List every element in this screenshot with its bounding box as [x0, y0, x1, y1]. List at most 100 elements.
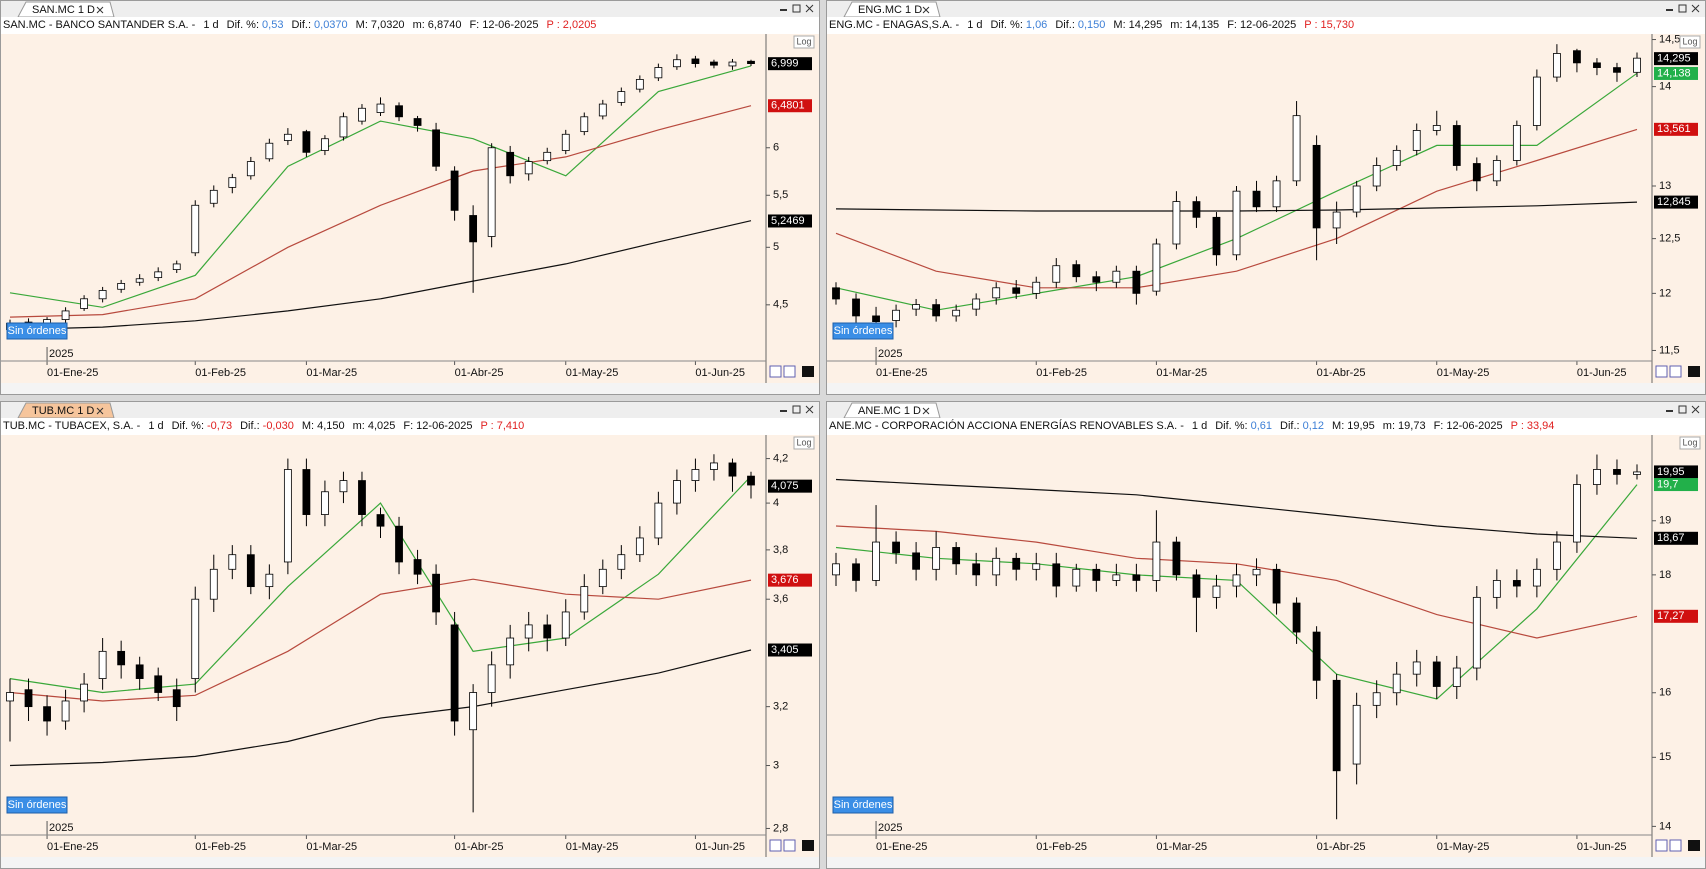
candle-body	[376, 514, 385, 527]
scroll-icon[interactable]	[769, 365, 782, 378]
sin-ordenes-button[interactable]	[832, 796, 894, 814]
candle-body	[1152, 243, 1161, 292]
stat-label: m:	[413, 19, 425, 31]
candle-body	[1172, 201, 1181, 245]
stat-value: 0,0370	[314, 19, 348, 31]
tab-close[interactable]	[96, 6, 104, 14]
price-label-box	[768, 57, 812, 71]
stat-label: Dif. %:	[990, 19, 1022, 31]
y-tick-label: 14,5	[1659, 33, 1680, 45]
candle-body	[1032, 563, 1041, 570]
log-toggle[interactable]	[793, 35, 815, 49]
stat-label: M:	[1113, 19, 1125, 31]
window-maximize[interactable]	[792, 4, 801, 13]
y-tick-label: 14	[1659, 81, 1671, 93]
tab-close[interactable]	[922, 407, 930, 415]
sin-ordenes-button[interactable]	[832, 322, 894, 340]
log-toggle[interactable]	[1679, 436, 1701, 450]
candle-body	[1532, 568, 1541, 587]
stat-value: 19,95	[1347, 420, 1375, 432]
scroll-icon[interactable]	[1655, 365, 1668, 378]
pan-handle[interactable]	[1688, 840, 1700, 851]
price-label-box	[768, 643, 812, 657]
sin-ordenes-button[interactable]	[6, 322, 68, 340]
price-label-box	[1654, 531, 1698, 545]
stat-label: Dif. %:	[227, 19, 259, 31]
window-close[interactable]	[1691, 405, 1700, 414]
candle-body	[1032, 281, 1041, 294]
chart-panel: SAN.MC 1 D SAN.MC - BANCO SANTANDER S.A. …	[0, 0, 820, 395]
candle-body	[154, 271, 163, 279]
x-tick-label: 01-Feb-25	[195, 841, 246, 853]
stat-value: 0,61	[1251, 420, 1272, 432]
candle-body	[852, 563, 860, 581]
bottom-strip	[827, 857, 1705, 868]
candle-body	[1512, 125, 1521, 161]
window-close[interactable]	[805, 4, 814, 13]
stat-value: 4,150	[317, 420, 345, 432]
plot-area	[1, 34, 819, 383]
tab-bar	[827, 1, 1705, 17]
moving-average	[835, 128, 1638, 289]
candle-body	[1613, 67, 1621, 73]
stat-label: F:	[1227, 19, 1237, 31]
tab-close[interactable]	[96, 407, 104, 415]
x-tick-label: 01-Mar-25	[306, 841, 357, 853]
moving-average	[9, 65, 752, 308]
stat-label: M:	[356, 19, 368, 31]
scroll-icon[interactable]	[1655, 839, 1668, 852]
stat-value: 14,135	[1186, 19, 1220, 31]
window-close[interactable]	[805, 405, 814, 414]
window-minimize[interactable]	[1666, 9, 1673, 11]
x-tick-label: 01-Abr-25	[455, 841, 504, 853]
candle-body	[543, 624, 552, 639]
pan-handle[interactable]	[1688, 366, 1700, 377]
candle-body	[469, 215, 478, 243]
candle-body	[673, 480, 681, 504]
candle-body	[358, 480, 366, 515]
tab-close[interactable]	[922, 6, 930, 14]
scroll-icon[interactable]	[783, 839, 796, 852]
window-maximize[interactable]	[1678, 405, 1687, 414]
candle-body	[1132, 574, 1141, 581]
pan-handle[interactable]	[802, 366, 814, 377]
candle-body	[543, 151, 552, 162]
candle-body	[191, 598, 200, 679]
log-toggle[interactable]	[1679, 35, 1701, 49]
candle-body	[1112, 574, 1121, 581]
tab-label: ENG.MC 1 D	[858, 4, 922, 16]
tab-label: TUB.MC 1 D	[32, 405, 94, 417]
window-minimize[interactable]	[780, 9, 787, 11]
window-maximize[interactable]	[1678, 4, 1687, 13]
candle-body	[191, 204, 200, 254]
window-maximize[interactable]	[792, 405, 801, 414]
candle-body	[710, 462, 718, 470]
candle-body	[1192, 201, 1201, 218]
scroll-icon[interactable]	[1669, 365, 1682, 378]
window-minimize[interactable]	[1666, 410, 1673, 412]
window-minimize[interactable]	[780, 410, 787, 412]
candle-body	[1352, 185, 1361, 213]
candle-body	[43, 706, 51, 722]
sin-ordenes-button[interactable]	[6, 796, 68, 814]
candle-body	[1072, 568, 1081, 587]
candle-body	[135, 664, 144, 679]
stat-label: m:	[1383, 420, 1395, 432]
stat-label: P :	[547, 19, 560, 31]
candle-body	[1152, 541, 1161, 581]
candle-body	[413, 118, 422, 126]
y-tick-label: 15	[1659, 751, 1671, 763]
year-label: 2025	[49, 822, 73, 834]
pan-handle[interactable]	[802, 840, 814, 851]
header: SAN.MC - BANCO SANTANDER S.A. - 1 d Dif. %…	[3, 19, 596, 31]
candle-body	[432, 573, 440, 613]
moving-average	[9, 475, 752, 694]
tab-bar	[1, 402, 819, 418]
scroll-icon[interactable]	[1669, 839, 1682, 852]
log-toggle[interactable]	[793, 436, 815, 450]
scroll-icon[interactable]	[783, 365, 796, 378]
window-close[interactable]	[1691, 4, 1700, 13]
stat-label: Dif.:	[1280, 420, 1300, 432]
stat-label: P :	[1511, 420, 1524, 432]
scroll-icon[interactable]	[769, 839, 782, 852]
